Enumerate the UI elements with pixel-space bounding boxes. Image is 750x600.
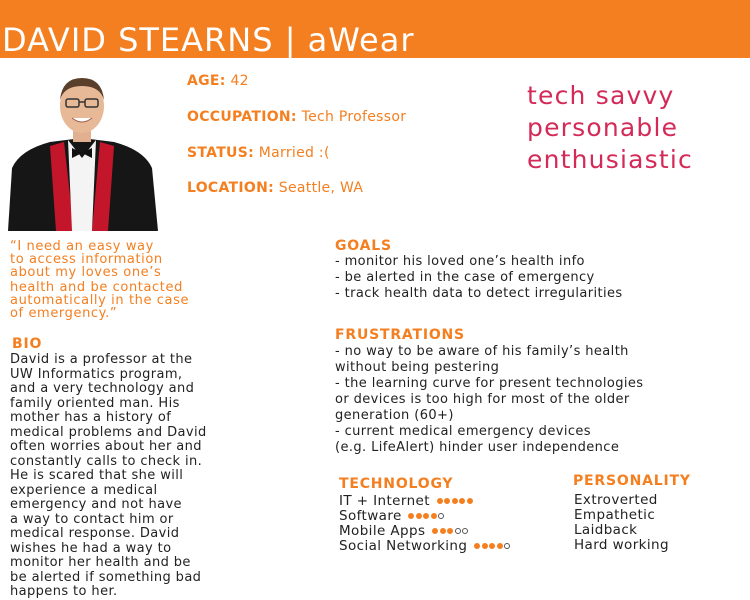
rating-dot-filled [432, 528, 439, 534]
header-bar: DAVID STEARNS | aWear [0, 0, 750, 59]
rating-dot-filled [436, 498, 443, 504]
trait-item: enthusiastic [527, 145, 693, 174]
bio-heading: BIO [12, 336, 43, 352]
quote-line: to access information [10, 252, 163, 267]
bio-line: UW Informatics program, [10, 366, 183, 382]
bio-line: constantly calls to check in. [10, 453, 203, 469]
rating-dot-empty [504, 543, 511, 549]
age-value: 42 [230, 73, 249, 89]
rating-dot-filled [466, 498, 473, 504]
bio-line: medical problems and David [10, 424, 207, 440]
status-value: Married :( [258, 145, 330, 161]
bio-line: be alerted if something bad [10, 569, 202, 585]
tech-item: Mobile Apps [339, 523, 470, 539]
personality-item: Empathetic [574, 507, 656, 523]
quote-line: of emergency.” [10, 306, 118, 321]
rating-dot-filled [459, 498, 466, 504]
goal-item: - track health data to detect irregulari… [335, 286, 623, 301]
rating-dot-filled [430, 513, 437, 519]
rating-dots [436, 493, 475, 509]
rating-dots [474, 538, 512, 554]
quote-line: automatically in the case [10, 293, 190, 308]
bio-line: He is scared that she will [10, 468, 184, 483]
frustration-item: (e.g. LifeAlert) hinder user independenc… [335, 440, 620, 455]
rating-dot-filled [439, 528, 446, 534]
bio-line: mother has a history of [10, 410, 172, 425]
frustration-item: - no way to be aware of his family’s hea… [335, 344, 629, 359]
personality-item: Laidback [574, 522, 638, 538]
goal-item: - monitor his loved one’s health info [335, 254, 585, 269]
personality-heading: PERSONALITY [573, 473, 691, 489]
bio-line: monitor her health and be [10, 555, 191, 570]
frustration-item: or devices is too high for most of the o… [335, 392, 630, 407]
location-field: LOCATION: Seattle, WA [187, 180, 363, 196]
tech-item: Software [339, 508, 446, 524]
frustration-item: - the learning curve for present technol… [335, 376, 644, 391]
age-field: AGE: 42 [187, 73, 249, 89]
rating-dot-filled [489, 543, 496, 549]
rating-dot-empty [454, 528, 461, 534]
rating-dot-filled [423, 513, 430, 519]
tech-item: IT + Internet [339, 493, 474, 509]
rating-dot-filled [451, 498, 458, 504]
bio-line: medical response. David [10, 526, 180, 541]
rating-dot-filled [447, 528, 454, 534]
page-title: DAVID STEARNS | aWear [2, 21, 415, 59]
technology-heading: TECHNOLOGY [339, 476, 454, 492]
occupation-field: OCCUPATION: Tech Professor [187, 109, 406, 125]
bio-line: family oriented man. His [10, 395, 180, 411]
frustrations-list: - no way to be aware of his family’s hea… [335, 345, 643, 457]
location-label: LOCATION: [187, 180, 275, 196]
bio-line: emergency and not have [10, 497, 182, 512]
rating-dot-filled [415, 513, 422, 519]
rating-dots [432, 523, 470, 539]
rating-dot-empty [462, 528, 469, 534]
bio-line: and a very technology and [10, 381, 195, 396]
goals-list: - monitor his loved one’s health info - … [335, 254, 623, 302]
frustration-item: without being pestering [335, 360, 500, 375]
personality-item: Hard working [574, 537, 669, 553]
tech-label: Software [339, 508, 402, 524]
tech-label: Mobile Apps [339, 523, 426, 539]
frustrations-heading: FRUSTRATIONS [335, 327, 465, 343]
frustration-item: generation (60+) [335, 408, 454, 423]
quote-line: health and be contacted [10, 280, 183, 295]
bio-line: happens to her. [10, 584, 118, 599]
location-value: Seattle, WA [278, 180, 364, 196]
persona-photo [0, 68, 164, 231]
traits-list: tech savvy personable enthusiastic [527, 80, 693, 176]
bio-line: David is a professor at the [10, 352, 193, 367]
personality-list: Extroverted Empathetic Laidback Hard wor… [574, 493, 669, 553]
goals-heading: GOALS [335, 238, 392, 254]
rating-dot-empty [438, 513, 445, 519]
rating-dots [408, 508, 446, 524]
status-label: STATUS: [187, 145, 254, 161]
bio-line: a way to contact him or [10, 511, 174, 527]
trait-item: personable [527, 113, 679, 142]
trait-item: tech savvy [527, 81, 675, 110]
tech-label: Social Networking [339, 538, 468, 554]
bio-line: experience a medical [10, 482, 158, 498]
personality-item: Extroverted [574, 492, 658, 508]
bio-line: wishes he had a way to [10, 540, 172, 556]
occupation-value: Tech Professor [301, 109, 407, 125]
goal-item: - be alerted in the case of emergency [335, 270, 595, 285]
tech-item: Social Networking [339, 538, 512, 554]
occupation-label: OCCUPATION: [187, 109, 297, 125]
tech-label: IT + Internet [339, 493, 430, 509]
bio-text: David is a professor at the UW Informati… [10, 352, 245, 600]
status-field: STATUS: Married :( [187, 145, 330, 161]
persona-quote: “I need an easy way to access informatio… [10, 240, 240, 320]
rating-dot-filled [474, 543, 481, 549]
bio-line: often worries about her and [10, 439, 202, 454]
rating-dot-filled [496, 543, 503, 549]
frustration-item: - current medical emergency devices [335, 424, 591, 439]
quote-line: about my loves one’s [10, 265, 162, 280]
age-label: AGE: [187, 73, 226, 89]
quote-line: “I need an easy way [10, 239, 154, 254]
rating-dot-filled [444, 498, 451, 504]
rating-dot-filled [408, 513, 415, 519]
rating-dot-filled [481, 543, 488, 549]
